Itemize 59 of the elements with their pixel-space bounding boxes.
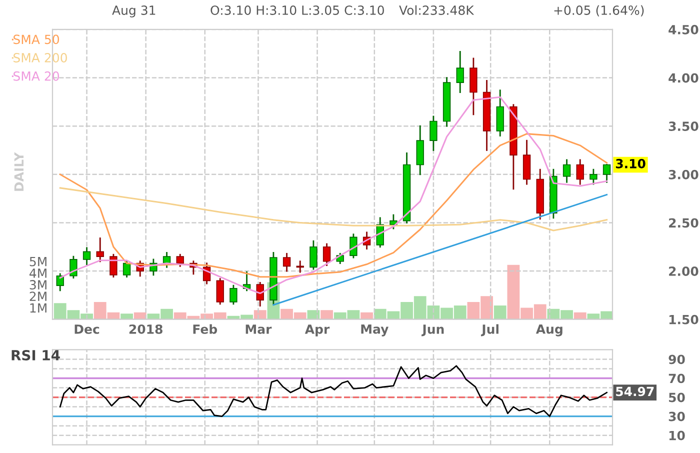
x-tick-label: Aug [536,324,562,336]
x-tick-label: Jun [422,324,444,336]
candlestick [176,254,184,267]
x-tick-label: Mar [246,324,272,334]
candlestick [82,247,91,265]
candlestick [110,254,118,278]
candlestick [310,240,318,270]
text: Vol:233.48K [399,5,474,15]
y-tick-label: 10 [669,430,685,440]
y2-tick-label: 2M [30,292,46,301]
candlestick [322,243,331,266]
annotation: 3.10 [616,158,646,168]
candlestick [456,50,464,93]
candlestick [562,159,571,183]
legend-label: SMA 200 [14,53,67,62]
text: Aug 31 [112,5,156,18]
y-tick-label: 1.50 [669,314,698,324]
candlestick [590,168,598,185]
legend-label: SMA 20 [14,71,60,81]
y2-tick-label: 4M [30,268,46,278]
x-tick-label: 2018 [129,324,162,334]
candlestick [602,164,611,183]
x-tick-label: Jul [480,324,498,336]
candlestick [230,284,238,305]
y-tick-label: 30 [668,412,685,422]
candlestick [430,116,438,151]
y-tick-label: 3.00 [668,170,698,180]
candlestick [70,256,78,279]
x-tick-label: Apr [304,324,330,336]
text: +0.05 (1.64%) [554,5,644,16]
x-tick-label: Dec [74,324,100,334]
y2-tick-label: 5M [30,257,46,266]
candlestick [96,237,104,262]
y-tick-label: 4.50 [668,24,698,34]
annotation: 54.97 [616,386,654,396]
y2-tick-label: 3M [30,280,46,290]
candlestick [216,278,224,305]
bar [494,305,506,320]
bar [320,310,333,320]
x-tick-label: May [361,324,388,336]
line-series [59,133,608,278]
candlestick [122,260,131,278]
y-tick-label: 3.50 [668,122,698,132]
bar [120,314,133,320]
y-tick-label: 4.00 [668,73,698,83]
chart-title: RSI 14 [12,350,60,360]
y-tick-label: 90 [668,354,685,364]
y2-tick-label: 1M [30,303,46,313]
line-series [59,187,608,232]
y-tick-label: 2.00 [669,266,698,276]
candlestick [576,159,584,185]
line-series [59,365,608,417]
text: O:3.10 H:3.10 L:3.05 C:3.10 [210,5,384,15]
x-tick-label: Feb [193,324,218,334]
legend-label: SMA 50 [14,34,60,44]
y-tick-label: 70 [668,374,685,384]
candlestick [282,252,291,272]
y-tick-label: 2.50 [669,218,698,228]
y-tick-label: 50 [669,392,685,402]
